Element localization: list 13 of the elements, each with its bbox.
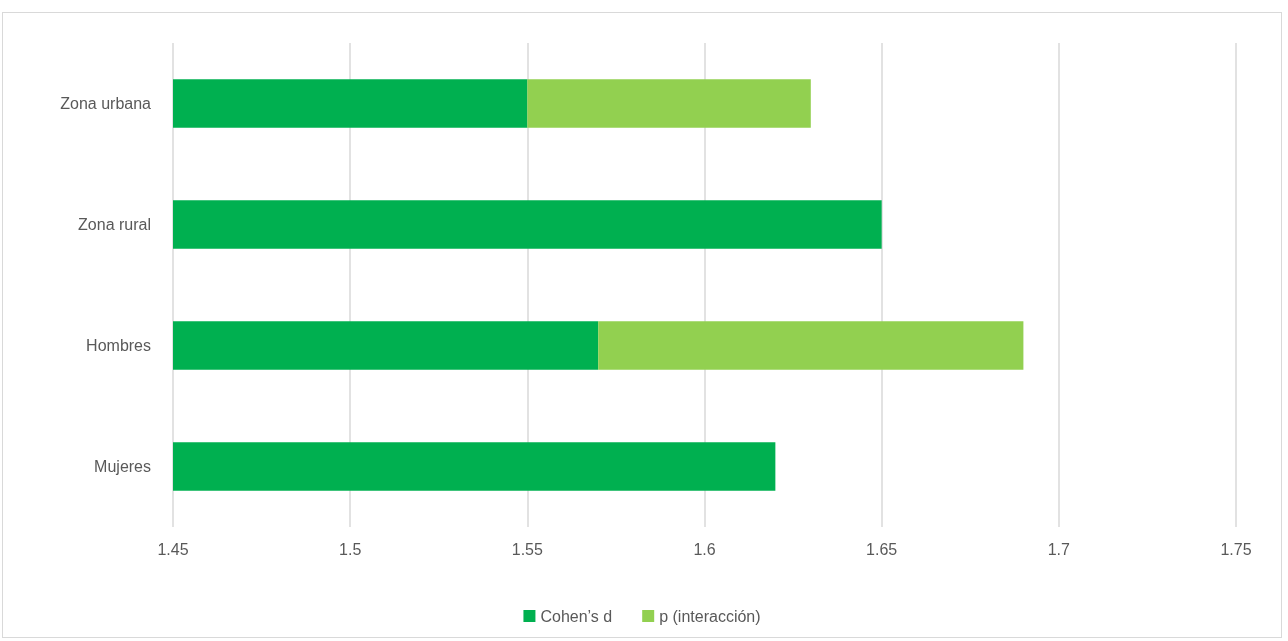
x-tick-label: 1.75 xyxy=(1220,540,1252,558)
legend-label: p (interacción) xyxy=(659,607,761,625)
y-tick-label: Zona urbana xyxy=(60,95,152,112)
legend-label: Cohen’s d xyxy=(540,607,613,625)
x-tick-label: 1.7 xyxy=(1047,540,1071,558)
x-tick-label: 1.45 xyxy=(157,540,189,558)
y-tick-label: Mujeres xyxy=(94,458,151,475)
y-tick-label: Zona rural xyxy=(78,216,151,233)
x-tick-label: 1.65 xyxy=(866,540,898,558)
y-tick-label: Hombres xyxy=(86,337,151,354)
x-tick-label: 1.5 xyxy=(339,540,362,558)
x-tick-label: 1.6 xyxy=(693,540,716,558)
x-tick-label: 1.55 xyxy=(511,540,544,558)
